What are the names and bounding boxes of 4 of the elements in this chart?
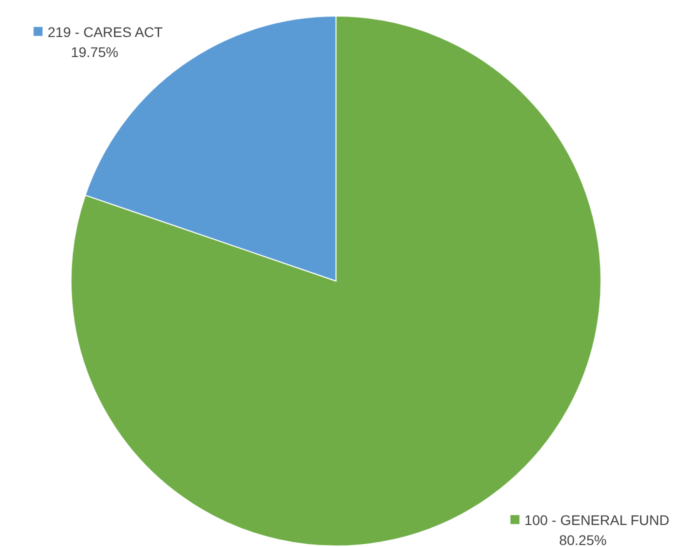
- data-label: 80.25%: [559, 532, 607, 547]
- data-label: 19.75%: [70, 44, 118, 60]
- legend-label: 219 - CARES ACT: [48, 24, 164, 40]
- slice-label: 100 - GENERAL FUND: [524, 512, 670, 528]
